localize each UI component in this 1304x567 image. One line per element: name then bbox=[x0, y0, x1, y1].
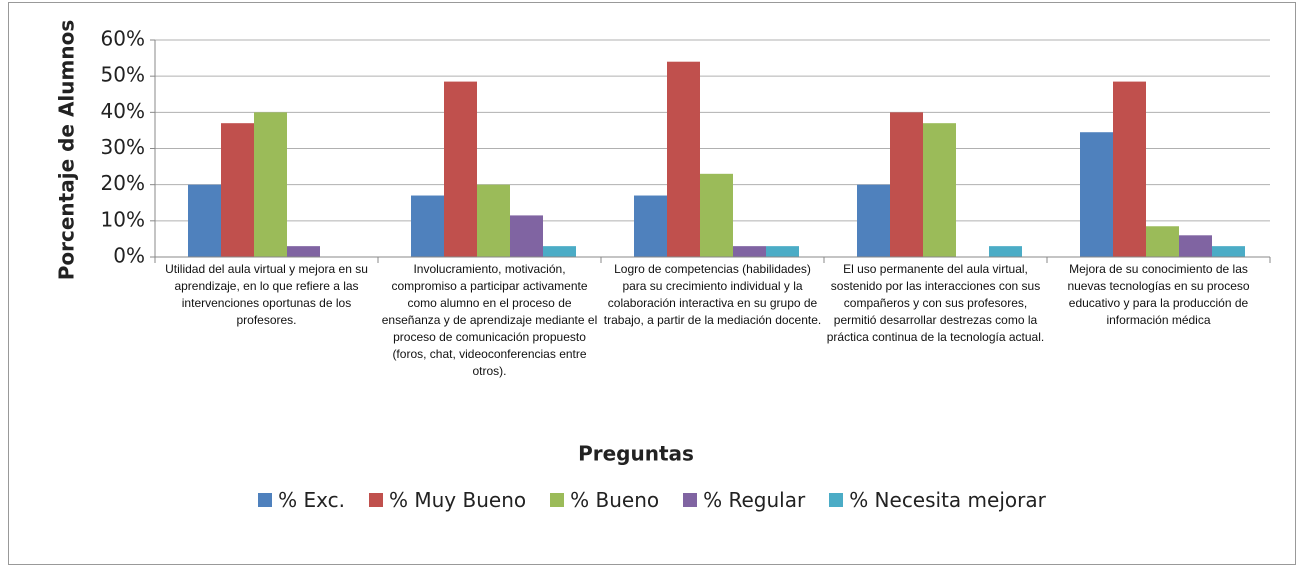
bar bbox=[766, 246, 799, 257]
legend-box: % Exc. % Muy Bueno % Bueno % Regular % Neces… bbox=[20, 488, 1284, 512]
bar bbox=[733, 246, 766, 257]
x-tick-label-box: Utilidad del aula virtual y mejora en su… bbox=[165, 262, 368, 327]
bar bbox=[1080, 132, 1113, 257]
bar bbox=[700, 173, 733, 257]
legend: % Exc. % Muy Bueno % Bueno % Regular % Neces… bbox=[20, 488, 1284, 512]
legend-item: % Muy Bueno bbox=[369, 488, 526, 512]
x-tick-label: Mejora de su conocimiento de las nuevas … bbox=[1067, 262, 1250, 327]
x-tick-label-box: Logro de competencias (habilidades) para… bbox=[603, 262, 822, 327]
bar bbox=[510, 215, 543, 257]
bar bbox=[667, 61, 700, 258]
y-tick-label: 40% bbox=[101, 99, 145, 123]
y-axis-title: Porcentaje de Alumnos bbox=[55, 20, 79, 281]
x-tick-label-box: El uso permanente del aula virtual, sost… bbox=[826, 262, 1045, 344]
bar bbox=[254, 112, 287, 257]
bar bbox=[857, 184, 890, 257]
bar bbox=[188, 184, 221, 257]
bar bbox=[890, 112, 923, 257]
legend-item: % Necesita mejorar bbox=[829, 488, 1046, 512]
bar bbox=[634, 195, 667, 257]
x-tick-label: Logro de competencias (habilidades) para… bbox=[603, 262, 822, 327]
legend-swatch bbox=[550, 493, 565, 507]
legend-item: % Exc. bbox=[258, 488, 345, 512]
bar bbox=[287, 246, 320, 257]
y-tick-label: 30% bbox=[101, 135, 145, 159]
legend-item: % Bueno bbox=[550, 488, 659, 512]
bar bbox=[411, 195, 444, 257]
bar bbox=[1113, 81, 1146, 257]
x-axis-title: Preguntas bbox=[578, 442, 694, 466]
legend-label: % Regular bbox=[703, 488, 806, 512]
legend-item: % Regular bbox=[683, 488, 805, 512]
y-tick-label: 60% bbox=[101, 27, 145, 51]
legend-swatch bbox=[683, 493, 698, 507]
y-tick-label: 20% bbox=[101, 171, 145, 195]
bar bbox=[1212, 246, 1245, 257]
legend-label: % Bueno bbox=[570, 488, 660, 512]
bar bbox=[221, 123, 254, 257]
bar bbox=[444, 81, 477, 257]
legend-label: % Necesita mejorar bbox=[849, 488, 1046, 512]
bar bbox=[989, 246, 1022, 257]
x-tick-label: El uso permanente del aula virtual, sost… bbox=[826, 262, 1045, 344]
x-tick-label: Involucramiento, motivación, compromiso … bbox=[381, 262, 598, 378]
x-tick-label-box: Involucramiento, motivación, compromiso … bbox=[381, 262, 598, 378]
legend-label: % Exc. bbox=[278, 488, 346, 512]
legend-label: % Muy Bueno bbox=[389, 488, 527, 512]
y-tick-label: 10% bbox=[101, 207, 145, 231]
bar bbox=[1146, 226, 1179, 257]
chart-border bbox=[8, 2, 1296, 565]
x-tick-label-box: Mejora de su conocimiento de las nuevas … bbox=[1067, 262, 1250, 327]
legend-swatch bbox=[258, 493, 273, 507]
legend-swatch bbox=[829, 493, 844, 507]
bar bbox=[1179, 235, 1212, 257]
legend-swatch bbox=[369, 493, 384, 507]
bar bbox=[543, 246, 576, 257]
y-tick-label: 50% bbox=[101, 63, 145, 87]
y-tick-label: 0% bbox=[113, 244, 145, 268]
x-tick-label: Utilidad del aula virtual y mejora en su… bbox=[165, 262, 368, 327]
bar bbox=[477, 184, 510, 257]
bar bbox=[923, 123, 956, 257]
